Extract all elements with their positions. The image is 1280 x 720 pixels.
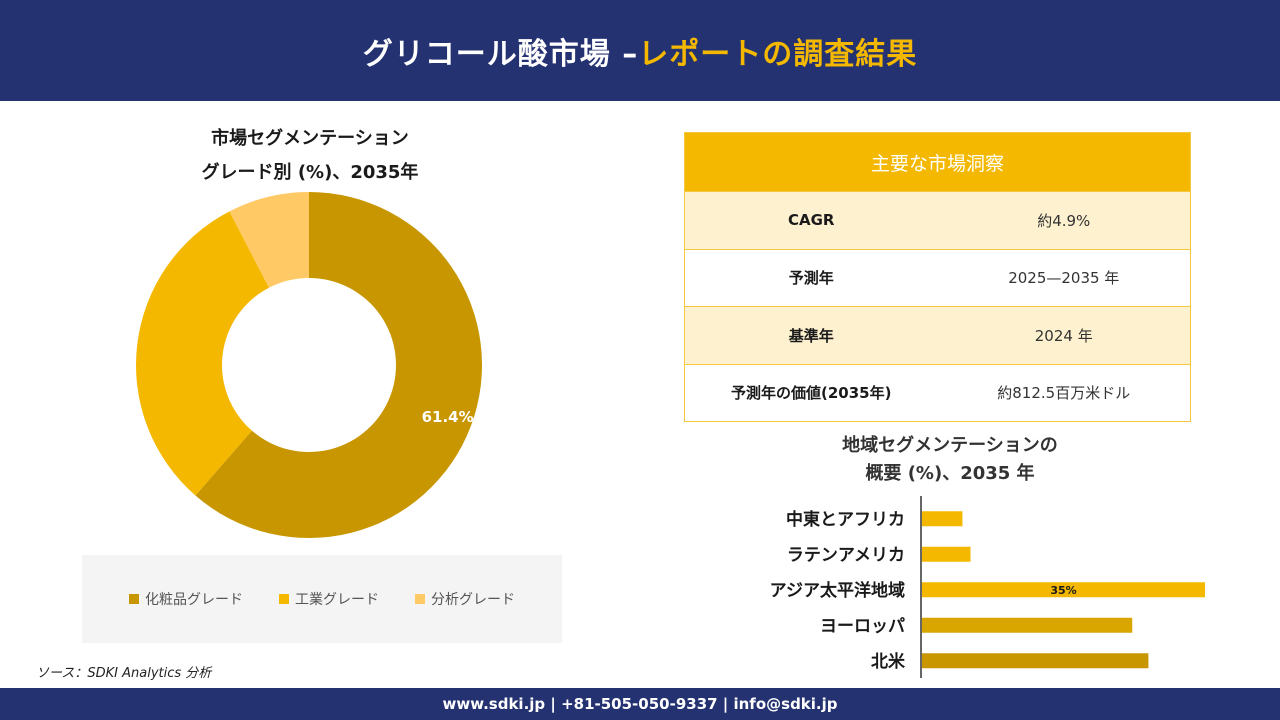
legend-label: 化粧品グレード <box>145 592 243 608</box>
donut-slice-3 <box>229 192 309 288</box>
insights-heading: 主要な市場洞察 <box>685 133 1190 191</box>
page-title-accent: レポートの調査結果 <box>638 36 918 72</box>
bar-5 <box>922 653 1149 669</box>
regional-title-line1: 地域セグメンテーションの <box>842 435 1058 456</box>
bar-category-label: 中東とアフリカ <box>786 509 905 530</box>
bar-1 <box>922 511 963 527</box>
donut-legend: 化粧品グレード 工業グレード 分析グレード <box>82 555 562 643</box>
page-title: グリコール酸市場 –レポートの調査結果 <box>362 36 918 72</box>
insight-key: CAGR <box>788 211 835 230</box>
insight-key: 予測年の価値(2035年) <box>731 384 892 403</box>
footer-contact: www.sdki.jp | +81-505-050-9337 | info@sd… <box>442 695 838 713</box>
legend-item: 化粧品グレード <box>129 589 243 609</box>
regional-chart-title: 地域セグメンテーションの 概要 (%)、2035 年 <box>760 432 1140 488</box>
insight-key: 予測年 <box>788 269 834 288</box>
donut-slice-2 <box>135 211 270 496</box>
bar-2 <box>922 546 971 562</box>
insight-row-forecast-years: 予測年 2025—2035 年 <box>685 248 1190 307</box>
donut-slice-1 <box>195 192 483 538</box>
legend-label: 工業グレード <box>295 592 379 608</box>
insight-row-cagr: CAGR 約4.9% <box>685 191 1190 249</box>
bar-data-label: 35% <box>1050 584 1076 597</box>
donut-title-line1: 市場セグメンテーション <box>211 128 409 149</box>
regional-title-line2: 概要 (%)、2035 年 <box>865 463 1035 484</box>
insight-value: 2024 年 <box>1034 326 1093 345</box>
legend-item: 工業グレード <box>279 589 379 609</box>
header-banner: グリコール酸市場 –レポートの調査結果 <box>0 0 1280 101</box>
donut-title-line2: グレード別 (%)、2035年 <box>201 162 419 183</box>
legend-swatch <box>129 594 139 604</box>
insight-key: 基準年 <box>788 326 834 345</box>
market-insights-table: 主要な市場洞察 CAGR 約4.9% 予測年 2025—2035 年 基準年 2… <box>684 132 1191 422</box>
insight-value: 2025—2035 年 <box>1008 269 1120 288</box>
bar-category-label: ラテンアメリカ <box>787 545 905 565</box>
insight-row-base-year: 基準年 2024 年 <box>685 306 1190 364</box>
insight-value: 約812.5百万米ドル <box>997 384 1131 403</box>
legend-item: 分析グレード <box>415 589 515 609</box>
bar-3 <box>922 582 1205 598</box>
insight-value: 約4.9% <box>1037 211 1091 230</box>
bar-category-label: ヨーロッパ <box>820 616 905 636</box>
bar-category-label: 北米 <box>871 651 906 672</box>
source-note: ソース：SDKI Analytics 分析 <box>36 666 212 681</box>
grade-donut-chart: 61.4% <box>135 192 483 538</box>
legend-swatch <box>279 594 289 604</box>
insight-row-forecast-value: 予測年の価値(2035年) 約812.5百万米ドル <box>685 363 1190 422</box>
legend-swatch <box>415 594 425 604</box>
bar-category-label: アジア太平洋地域 <box>770 580 905 601</box>
donut-data-label: 61.4% <box>422 408 474 426</box>
legend-label: 分析グレード <box>431 592 515 608</box>
footer-banner: www.sdki.jp | +81-505-050-9337 | info@sd… <box>0 688 1280 720</box>
bar-4 <box>922 617 1133 633</box>
donut-chart-title: 市場セグメンテーション グレード別 (%)、2035年 <box>120 122 500 190</box>
